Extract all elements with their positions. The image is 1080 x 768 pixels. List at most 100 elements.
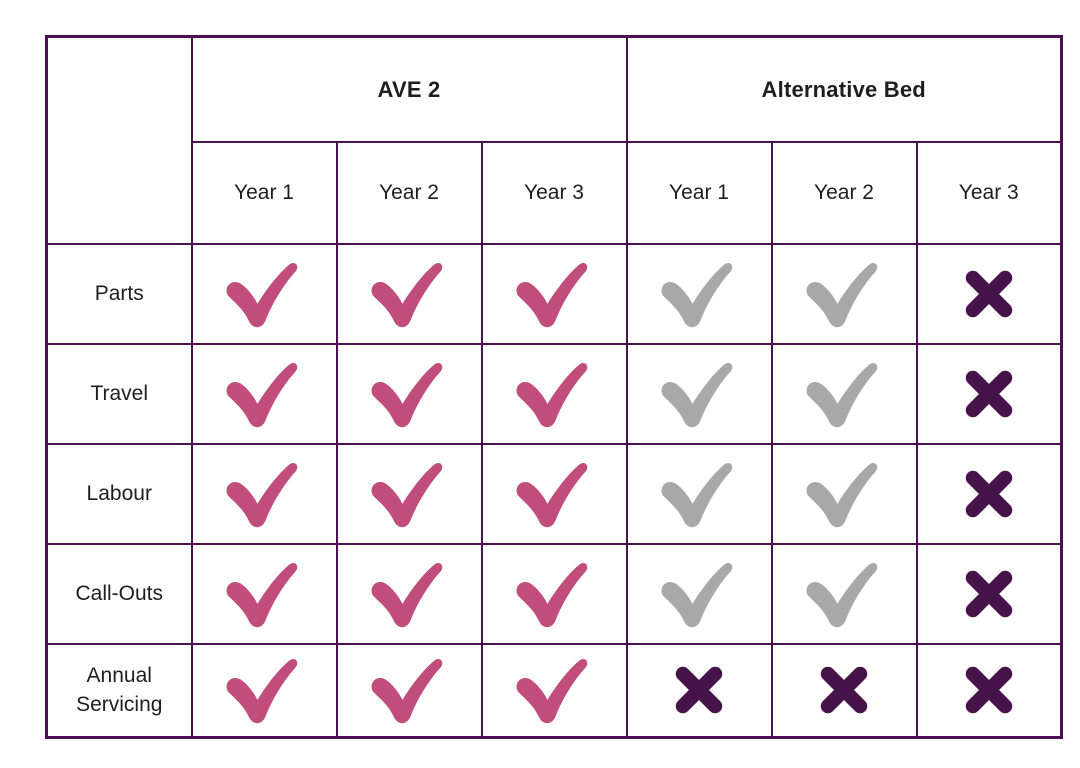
pink-checkmark-icon (193, 558, 336, 630)
table-cell (190, 643, 338, 738)
cross-icon (965, 570, 1012, 618)
column-header: Year 2 (335, 141, 483, 245)
cross-icon (675, 667, 723, 714)
pink-checkmark-icon (193, 654, 336, 726)
pink-checkmark-icon (338, 458, 481, 530)
table-row: Parts (45, 243, 1063, 345)
table-cell (770, 243, 918, 345)
checkmark-icon (371, 563, 443, 628)
pink-checkmark-icon (483, 654, 626, 726)
table-cell (480, 643, 628, 738)
pink-checkmark-icon (193, 258, 336, 330)
table-row: Travel (45, 343, 1063, 445)
checkmark-icon (661, 463, 733, 528)
table-cell (915, 243, 1063, 345)
row-label: Annual Servicing (45, 643, 193, 738)
gray-checkmark-icon (628, 358, 771, 430)
pink-checkmark-icon (338, 558, 481, 630)
table-cell (190, 443, 338, 545)
checkmark-icon (371, 263, 443, 328)
table-cell (335, 243, 483, 345)
table-cell (625, 343, 773, 445)
table-cell (625, 443, 773, 545)
pink-checkmark-icon (483, 258, 626, 330)
checkmark-icon (516, 563, 588, 628)
table-cell (480, 543, 628, 645)
table-cell (625, 243, 773, 345)
pink-checkmark-icon (338, 358, 481, 430)
checkmark-icon (371, 659, 443, 724)
checkmark-icon (661, 263, 733, 328)
checkmark-icon (226, 463, 298, 528)
row-label: Labour (45, 443, 193, 545)
cross-icon (965, 370, 1012, 418)
checkmark-icon (516, 659, 588, 724)
gray-checkmark-icon (628, 458, 771, 530)
cross-icon (965, 470, 1012, 518)
purple-cross-icon (918, 263, 1061, 325)
checkmark-icon (371, 363, 443, 428)
gray-checkmark-icon (628, 558, 771, 630)
checkmark-icon (806, 263, 878, 328)
table-cell (480, 443, 628, 545)
column-header: Year 3 (915, 141, 1063, 245)
purple-cross-icon (918, 563, 1061, 625)
column-header: Year 3 (480, 141, 628, 245)
row-label: Call-Outs (45, 543, 193, 645)
table-row: Call-Outs (45, 543, 1063, 645)
table-cell (335, 443, 483, 545)
checkmark-icon (661, 363, 733, 428)
row-label: Parts (45, 243, 193, 345)
gray-checkmark-icon (773, 358, 916, 430)
column-header: Year 2 (770, 141, 918, 245)
pink-checkmark-icon (193, 458, 336, 530)
table-cell (335, 543, 483, 645)
checkmark-icon (806, 463, 878, 528)
table-cell (190, 543, 338, 645)
pink-checkmark-icon (338, 258, 481, 330)
pink-checkmark-icon (338, 654, 481, 726)
checkmark-icon (806, 363, 878, 428)
gray-checkmark-icon (773, 558, 916, 630)
table-cell (915, 443, 1063, 545)
table-row: Labour (45, 443, 1063, 545)
table-cell (770, 443, 918, 545)
column-header: Year 1 (190, 141, 338, 245)
purple-cross-icon (918, 363, 1061, 425)
checkmark-icon (661, 563, 733, 628)
table-cell (770, 543, 918, 645)
pink-checkmark-icon (483, 458, 626, 530)
table-cell (335, 643, 483, 738)
checkmark-icon (226, 659, 298, 724)
gray-checkmark-icon (773, 458, 916, 530)
purple-cross-icon (918, 463, 1061, 525)
table-cell (770, 343, 918, 445)
row-label: Travel (45, 343, 193, 445)
checkmark-icon (226, 363, 298, 428)
gray-checkmark-icon (628, 258, 771, 330)
checkmark-icon (516, 263, 588, 328)
table-cell (625, 543, 773, 645)
group-header-row: AVE 2 Alternative Bed (45, 35, 1063, 245)
pink-checkmark-icon (483, 358, 626, 430)
group-header-ave2: AVE 2 (190, 35, 628, 143)
checkmark-icon (516, 363, 588, 428)
column-header: Year 1 (625, 141, 773, 245)
table-row: Annual Servicing (45, 643, 1063, 738)
checkmark-icon (516, 463, 588, 528)
table-cell (915, 643, 1063, 738)
comparison-table: AVE 2 Alternative Bed Year 1 Year 2 Year… (45, 35, 1063, 739)
group-header-alternative-bed: Alternative Bed (625, 35, 1063, 143)
purple-cross-icon (628, 659, 771, 721)
corner-cell (45, 35, 193, 245)
pink-checkmark-icon (193, 358, 336, 430)
table-cell (480, 243, 628, 345)
checkmark-icon (371, 463, 443, 528)
checkmark-icon (226, 263, 298, 328)
table-cell (480, 343, 628, 445)
table-cell (335, 343, 483, 445)
table-cell (915, 543, 1063, 645)
cross-icon (965, 667, 1012, 714)
cross-icon (820, 667, 868, 714)
